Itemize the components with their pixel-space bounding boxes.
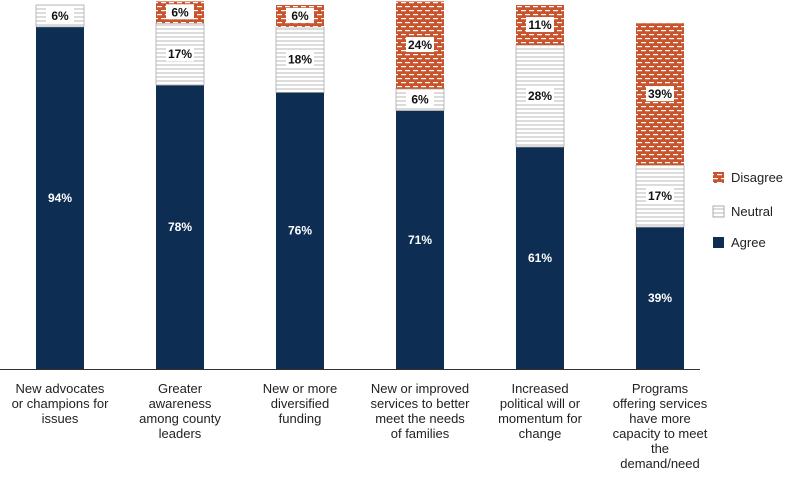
bar-agree-5 [516, 146, 564, 369]
category-label-2: Greater awareness among county leaders [139, 381, 221, 441]
category-label-2-line-2: awareness [149, 396, 212, 411]
category-label-3-line-1: New or more [263, 381, 337, 396]
bar-agree-2 [156, 85, 204, 369]
category-label-6-line-3: have more [629, 411, 690, 426]
category-label-5-line-4: change [519, 426, 562, 441]
data-label-agree-3: 76% [288, 224, 312, 238]
category-label-1-line-2: or champions for [12, 396, 109, 411]
label-bg-disagree-6 [646, 86, 674, 102]
legend-swatch-neutral [712, 205, 725, 218]
category-label-3-line-2: diversified [271, 396, 330, 411]
data-label-disagree-5: 11% [528, 18, 552, 32]
category-label-5-line-2: political will or [500, 396, 581, 411]
category-label-6-line-5: the [651, 441, 669, 456]
data-label-neutral-5: 28% [528, 89, 552, 103]
data-label-disagree-4: 24% [408, 38, 432, 52]
category-label-4: New or improved services to better meet th… [371, 381, 471, 441]
category-label-3: New or more diversified funding [263, 381, 337, 426]
data-label-agree-2: 78% [168, 220, 192, 234]
category-label-4-line-4: of families [391, 426, 450, 441]
label-bg-disagree-2 [166, 4, 194, 20]
label-bg-disagree-4 [406, 37, 434, 53]
category-label-1: New advocates or champions for issues [12, 381, 109, 426]
data-label-disagree-3: 6% [291, 9, 309, 23]
label-bg-neutral-1 [46, 7, 74, 23]
category-label-4-line-3: meet the needs [375, 411, 465, 426]
bar-agree-1 [36, 26, 84, 370]
category-label-4-line-2: services to better [371, 396, 471, 411]
label-bg-neutral-2 [166, 46, 194, 62]
category-label-6-line-2: offering services [613, 396, 708, 411]
bar-agree-4 [396, 110, 444, 369]
category-label-1-line-3: issues [42, 411, 79, 426]
category-labels: New advocates or champions for issues Great… [12, 381, 708, 471]
category-label-3-line-3: funding [279, 411, 322, 426]
data-label-disagree-6: 39% [648, 87, 672, 101]
category-label-6-line-1: Programs [632, 381, 689, 396]
data-label-agree-6: 39% [648, 291, 672, 305]
data-label-agree-1: 94% [48, 191, 72, 205]
data-label-neutral-1: 6% [51, 9, 69, 23]
label-bg-neutral-4 [406, 91, 434, 107]
label-bg-neutral-6 [646, 188, 674, 204]
bar-agree-3 [276, 92, 324, 370]
data-label-neutral-2: 17% [168, 47, 192, 61]
bars-group: 94% 6% 78% 17% 6% 76% 18% 6% 71% 6% 24% 61% 28% 11% 39… [35, 1, 685, 370]
legend-label-neutral: Neutral [731, 204, 773, 219]
legend-swatch-agree [713, 237, 724, 248]
legend-swatch-disagree [713, 172, 724, 183]
category-label-6-line-4: capacity to meet [613, 426, 708, 441]
label-bg-disagree-5 [526, 17, 554, 33]
category-label-5-line-3: momentum for [498, 411, 582, 426]
category-label-6: Programs offering services have more capaci… [613, 381, 708, 471]
data-label-agree-4: 71% [408, 233, 432, 247]
label-bg-neutral-3 [286, 51, 314, 67]
category-label-2-line-4: leaders [159, 426, 202, 441]
label-bg-neutral-5 [526, 88, 554, 103]
data-label-disagree-2: 6% [171, 5, 189, 19]
data-label-agree-5: 61% [528, 251, 552, 265]
data-label-neutral-6: 17% [648, 189, 672, 203]
category-label-2-line-1: Greater [158, 381, 203, 396]
bar-agree-6 [636, 227, 684, 369]
category-label-5-line-1: Increased [511, 381, 568, 396]
data-label-neutral-3: 18% [288, 53, 312, 67]
legend-label-disagree: Disagree [731, 170, 783, 185]
legend-label-agree: Agree [731, 235, 766, 250]
data-label-neutral-4: 6% [411, 93, 429, 107]
category-label-2-line-3: among county [139, 411, 221, 426]
category-label-5: Increased political will or momentum for ch… [498, 381, 582, 441]
label-bg-disagree-3 [286, 7, 314, 23]
legend: Disagree Neutral Agree [712, 170, 783, 250]
category-label-4-line-1: New or improved [371, 381, 469, 396]
category-label-1-line-1: New advocates [16, 381, 105, 396]
category-label-6-line-6: demand/need [620, 456, 700, 471]
